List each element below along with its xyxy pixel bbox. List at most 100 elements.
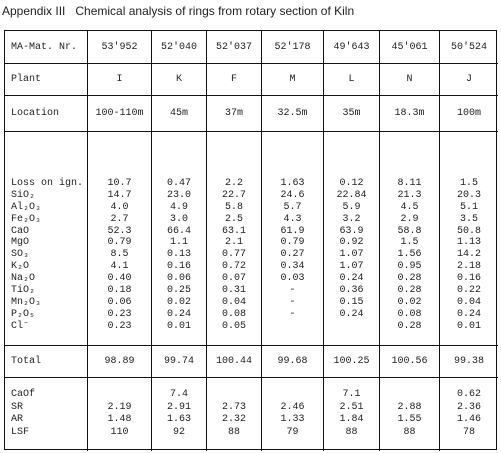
value-cell: 2.73 2.32 88 xyxy=(206,377,261,451)
index-value: 78 xyxy=(462,426,475,438)
analyte-value: 1.5 xyxy=(459,178,478,189)
value-cell: N xyxy=(379,63,439,95)
analyte-label: CaO xyxy=(11,225,30,237)
location-value: 37m xyxy=(224,108,243,119)
sample-number: 52'040 xyxy=(160,41,197,53)
analyte-value: 0.79 xyxy=(280,237,305,249)
plant-value: K xyxy=(175,74,182,85)
analyte-value: 4.9 xyxy=(169,201,188,213)
value-cell: 2.88 1.55 88 xyxy=(379,377,439,451)
analyte-value: 0.92 xyxy=(339,237,364,249)
index-value: 2.73 xyxy=(221,401,246,413)
row-label-cell: Total xyxy=(5,345,87,377)
analyte-value: 0.08 xyxy=(221,308,246,320)
value-cell: 2.19 1.48 110 xyxy=(87,377,151,451)
value-cell: F xyxy=(206,63,261,95)
value-cell: J xyxy=(439,63,498,95)
analyte-value: 0.03 xyxy=(280,273,305,285)
analyte-value: 3.0 xyxy=(169,213,188,225)
value-cell: 45m xyxy=(151,95,206,131)
index-label: CaOf xyxy=(11,389,36,400)
analyte-label: SO₃ xyxy=(11,249,30,261)
index-value: 110 xyxy=(110,426,129,438)
analyte-value: 22.84 xyxy=(336,189,367,201)
analyte-value: 0.79 xyxy=(107,237,132,249)
analyte-label: Cl⁻ xyxy=(11,320,30,332)
value-cell: 53'952 xyxy=(87,31,151,63)
value-cell: 2.2 22.7 5.8 2.5 63.1 2.1 0.77 0.72 0.07 0.31 0.04… xyxy=(206,131,261,345)
value-cell: 8.11 21.3 4.5 2.9 58.8 1.5 1.56 0.95 0.28 0.28 0.0… xyxy=(379,131,439,345)
value-cell: 100m xyxy=(439,95,498,131)
value-cell: K xyxy=(151,63,206,95)
location-value: 100-110m xyxy=(95,108,144,119)
total-value: 100.25 xyxy=(333,356,370,367)
location-value: 18.3m xyxy=(394,108,425,119)
plant-value: L xyxy=(348,74,355,85)
value-cell: 100.25 xyxy=(323,345,379,377)
location-value: 32.5m xyxy=(277,108,308,119)
index-value: 88 xyxy=(227,426,240,438)
analyte-value: 21.3 xyxy=(397,189,422,201)
total-value: 100.56 xyxy=(391,356,428,367)
row-label-cell: Location xyxy=(5,95,87,131)
analyte-value: 0.18 xyxy=(107,285,132,297)
analyte-value: 20.3 xyxy=(456,189,481,201)
index-label: AR xyxy=(11,414,24,425)
value-cell: 100.56 xyxy=(379,345,439,377)
analyte-value: 0.40 xyxy=(107,273,132,285)
analyte-value: 14.2 xyxy=(456,249,481,261)
index-value: 88 xyxy=(345,426,358,438)
index-value: 88 xyxy=(403,426,416,438)
plant-value: I xyxy=(116,74,123,85)
analyte-value: 61.9 xyxy=(280,225,305,237)
analyte-value: 0.05 xyxy=(221,320,246,332)
analyte-label: P₂O₅ xyxy=(11,308,36,320)
analyte-value: 0.23 xyxy=(107,308,132,320)
value-cell: 0.47 23.0 4.9 3.0 66.4 1.1 0.13 0.16 0.06 0.25 0.0… xyxy=(151,131,206,345)
total-value: 100.44 xyxy=(215,356,252,367)
analyte-value: 23.0 xyxy=(166,189,191,201)
title: Appendix III Chemical analysis of rings … xyxy=(2,4,355,18)
analyte-value: - xyxy=(289,308,296,320)
index-value: 2.91 xyxy=(166,401,191,413)
analyte-value: 2.1 xyxy=(224,237,243,249)
value-cell: 98.89 xyxy=(87,345,151,377)
analyte-value: 0.27 xyxy=(280,249,305,261)
analyte-value: 66.4 xyxy=(166,225,191,237)
analyte-value: 0.06 xyxy=(166,273,191,285)
analyte-value: 4.0 xyxy=(110,201,129,213)
index-value: 2.19 xyxy=(107,401,132,413)
value-cell: 100.44 xyxy=(206,345,261,377)
analyte-value: 4.3 xyxy=(283,213,302,225)
row-label-cell: MA-Mat. Nr. xyxy=(5,31,87,63)
analyte-value: 0.08 xyxy=(397,308,422,320)
analyte-value: 14.7 xyxy=(107,189,132,201)
analyte-value: 2.5 xyxy=(224,213,243,225)
index-value: 0.62 xyxy=(456,389,481,400)
analyte-value: 0.28 xyxy=(397,320,422,332)
value-cell: 99.74 xyxy=(151,345,206,377)
value-cell: 0.12 22.84 5.9 3.2 63.9 0.92 1.07 1.07 0.24 0.36 0… xyxy=(323,131,379,345)
value-cell: 99.68 xyxy=(261,345,323,377)
sample-number: 45'061 xyxy=(391,41,428,53)
value-cell: 99.38 xyxy=(439,345,498,377)
location-value: 100m xyxy=(456,108,481,119)
analyte-value: 0.24 xyxy=(339,273,364,285)
sample-number: 52'178 xyxy=(274,41,311,53)
analyte-label: Na₂O xyxy=(11,273,36,285)
index-value: 2.32 xyxy=(221,414,246,425)
analyte-value: 2.18 xyxy=(456,261,481,273)
plant-value: F xyxy=(230,74,237,85)
value-cell: 7.4 2.91 1.63 92 xyxy=(151,377,206,451)
analyte-value: 5.9 xyxy=(342,201,361,213)
plant-value: N xyxy=(406,74,413,85)
location-value: 45m xyxy=(169,108,188,119)
analyte-value: 2.7 xyxy=(110,213,129,225)
analyte-value: 0.23 xyxy=(107,320,132,332)
index-value xyxy=(88,389,151,402)
row-label: Plant xyxy=(11,74,42,85)
value-cell: 37m xyxy=(206,95,261,131)
index-label: SR xyxy=(11,401,24,413)
analyte-value: 2.2 xyxy=(224,178,243,189)
analyte-value: 52.3 xyxy=(107,225,132,237)
